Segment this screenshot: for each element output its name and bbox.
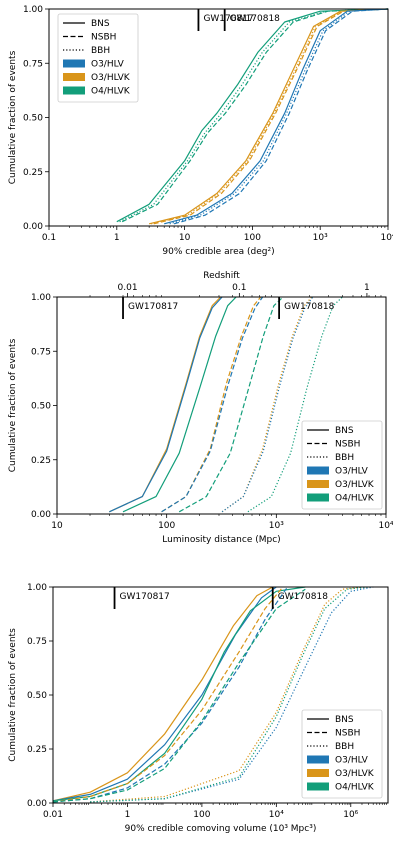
x-tick-label: 10⁴ [378,521,393,531]
series-line-bns-o3-hlv [52,586,277,802]
series-line-bbh-o4-hlvk [90,586,369,803]
legend-label: O3/HLV [335,756,369,766]
y-tick-label: 0.00 [23,222,43,232]
series-line-nsbh-o3-hlv [161,296,264,513]
legend-label: O4/HLVK [335,494,375,504]
panel-distance: 10 100 10³ 10⁴ 0.00 0.25 0.50 0.75 1.00 Luminosit… [8,271,393,545]
y-tick-label: 0.75 [23,59,43,69]
legend-label: BBH [91,46,110,56]
event-marker-label: GW170817 [120,592,170,602]
x-axis-label: 90% credible comoving volume (10³ Mpc³) [125,824,317,834]
series-line-bns-o4-hlvk [122,296,237,513]
series-line-bns-o3-hlv [109,296,223,513]
y-tick-label: 0.50 [27,691,47,701]
y-axis-label: Cumulative fraction of events [8,628,18,762]
legend-label: NSBH [335,440,360,450]
top-tick-label: 0.01 [118,283,138,293]
top-tick-label: 0.1 [232,283,246,293]
series-line-nsbh-o3-hlv [52,586,288,803]
y-tick-label: 0.75 [31,347,51,357]
series-line-nsbh-o3-hlvk [153,8,389,225]
series-line-bns-o4-hlvk [116,8,389,223]
x-tick-label: 0.01 [43,810,63,820]
series-line-bns-o3-hlvk [52,586,273,802]
series-line-nsbh-o4-hlvk [52,588,306,803]
series-line-bbh-o3-hlvk [221,296,313,513]
y-tick-label: 0.50 [23,114,43,124]
legend-label: BBH [335,742,354,752]
series-line-bns-o3-hlvk [148,8,389,225]
y-tick-label: 0.00 [27,799,47,809]
y-tick-label: 0.75 [27,637,47,647]
y-axis-label: Cumulative fraction of events [8,50,18,184]
series-line-nsbh-o3-hlvk [52,586,284,803]
y-tick-label: 1.00 [31,293,51,303]
x-tick-label: 100 [158,521,175,531]
x-tick-label: 10⁴ [380,233,393,243]
x-tick-label: 10⁶ [343,810,358,820]
series-line-bbh-o3-hlv [169,8,389,225]
y-tick-label: 0.25 [23,168,43,178]
event-marker-label: GW170817 [128,302,178,312]
x-tick-label: 100 [193,810,210,820]
y-tick-label: 0.00 [31,510,51,520]
event-marker-label: GW170818 [278,592,329,602]
legend-swatch-o3-hlvk [307,480,329,488]
x-tick-label: 10⁴ [269,810,284,820]
legend-label: O3/HLV [91,60,125,70]
panel-volume: 0.01 1 100 10⁴ 10⁶ 0.00 0.25 0.50 0.75 1.00 90% cr… [8,583,389,834]
top-axis-label: Redshift [203,271,240,281]
legend-swatch-o3-hlv [307,466,329,475]
event-marker-label: GW170818 [284,302,335,312]
legend-label: NSBH [335,729,360,739]
y-tick-label: 0.25 [27,745,47,755]
legend-label: NSBH [91,33,116,43]
legend-swatch-o4-hlvk [307,782,329,791]
legend-swatch-o3-hlv [63,59,85,68]
x-tick-label: 1 [125,810,131,820]
legend-label: O4/HLVK [91,87,131,97]
series-line-bbh-o3-hlv [221,296,314,513]
x-axis-label: 90% credible area (deg²) [162,247,274,257]
x-tick-label: 10³ [269,521,284,531]
x-tick-label: 10 [179,233,191,243]
x-axis-label: Luminosity distance (Mpc) [162,535,280,545]
y-tick-label: 0.50 [31,402,51,412]
legend-swatch-o4-hlvk [307,493,329,502]
y-axis-label: Cumulative fraction of events [8,338,18,472]
legend-swatch-o3-hlvk [307,769,329,777]
legend-label: BNS [91,19,110,29]
legend-label: O3/HLVK [335,480,375,490]
top-tick-label: 1 [364,283,370,293]
series-line-bbh-o3-hlvk [150,8,389,225]
legend-label: O3/HLV [335,467,369,477]
series-line-nsbh-o3-hlv [173,8,389,225]
x-tick-label: 10³ [313,233,328,243]
event-marker-label: GW170818 [230,14,281,24]
legend-label: BBH [335,453,354,463]
y-tick-label: 1.00 [23,5,43,15]
series-line-bns-o4-hlvk [52,586,306,802]
legend-label: O3/HLVK [91,73,131,83]
x-tick-label: 1 [114,233,120,243]
legend-label: BNS [335,715,354,725]
series-line-bns-o3-hlv [164,8,389,225]
legend-label: BNS [335,426,354,436]
x-tick-label: 0.1 [42,233,56,243]
legend-label: O3/HLVK [335,769,375,779]
legend-label: O4/HLVK [335,783,375,793]
series-line-bbh-o4-hlvk [119,8,389,223]
legend-swatch-o3-hlv [307,755,329,764]
series-line-nsbh-o4-hlvk [121,8,389,223]
event-marker-label: GW170817 [203,14,253,24]
panel-area: 0.1 1 10 100 10³ 10⁴ 0.00 0.25 0.50 0.75 1.00 90% c… [8,5,393,257]
legend-swatch-o4-hlvk [63,86,85,95]
y-tick-label: 0.25 [31,456,51,466]
legend-swatch-o3-hlvk [63,73,85,81]
x-tick-label: 10 [51,521,63,531]
y-tick-label: 1.00 [27,583,47,593]
series-line-nsbh-o4-hlvk [178,296,284,513]
x-tick-label: 100 [244,233,261,243]
